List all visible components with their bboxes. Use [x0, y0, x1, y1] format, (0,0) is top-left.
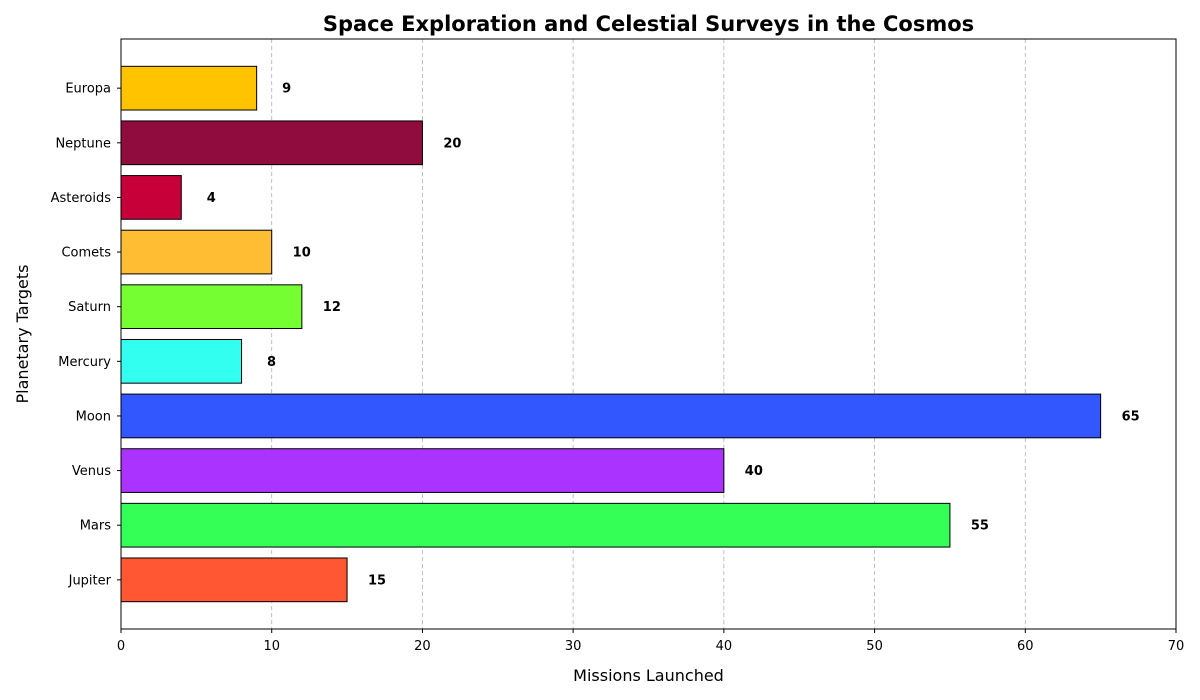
x-axis-label: Missions Launched [573, 666, 724, 685]
x-tick-label: 20 [414, 639, 431, 654]
y-axis-ticks: Jupiter Mars Venus Moon Mercury Saturn Comets A… [51, 82, 121, 588]
bar-value-label: 20 [443, 136, 461, 151]
bar-value-label: 12 [323, 300, 341, 315]
plot-frame [120, 38, 1177, 630]
y-axis-label: Planetary Targets [13, 265, 32, 404]
y-tick-label: Comets [61, 246, 111, 261]
bar-asteroids [120, 175, 182, 220]
bar-value-label: 65 [1122, 409, 1140, 424]
x-tick-label: 40 [716, 639, 733, 654]
x-axis-ticks: 0 10 20 30 40 50 60 70 [117, 629, 1184, 654]
bars [120, 65, 1102, 603]
y-tick-label: Mercury [58, 355, 111, 370]
bar-value-label: 15 [368, 573, 386, 588]
x-tick-label: 70 [1168, 639, 1185, 654]
y-tick-label: Saturn [68, 300, 111, 315]
y-tick-label: Venus [72, 464, 111, 479]
bar-neptune [120, 120, 423, 166]
x-tick-label: 30 [565, 639, 582, 654]
bar-europa [120, 65, 258, 111]
bar-value-label: 40 [745, 464, 763, 479]
x-tick-label: 60 [1017, 639, 1034, 654]
y-tick-label: Jupiter [68, 573, 112, 588]
x-tick-label: 0 [117, 639, 125, 654]
bar-value-label: 10 [293, 246, 311, 261]
bar-moon [120, 393, 1102, 439]
x-tick-label: 10 [263, 639, 280, 654]
bar-jupiter [120, 557, 348, 603]
y-tick-label: Neptune [55, 136, 111, 151]
y-tick-label: Europa [65, 82, 111, 97]
bar-value-label: 55 [971, 519, 989, 534]
bar-value-label: 8 [267, 355, 276, 370]
bar-saturn [120, 284, 303, 330]
bar-value-label: 4 [207, 191, 216, 206]
y-tick-label: Mars [80, 519, 112, 534]
bar-mercury [120, 338, 243, 384]
y-tick-label: Asteroids [51, 191, 112, 206]
value-labels: 15 55 40 65 8 12 10 4 20 9 [207, 82, 1140, 589]
bar-mars [120, 502, 951, 548]
x-tick-label: 50 [866, 639, 883, 654]
bar-value-label: 9 [282, 82, 291, 97]
chart-title: Space Exploration and Celestial Surveys … [323, 12, 974, 36]
y-tick-label: Moon [76, 409, 111, 424]
bar-comets [120, 229, 273, 275]
bar-venus [120, 448, 725, 493]
